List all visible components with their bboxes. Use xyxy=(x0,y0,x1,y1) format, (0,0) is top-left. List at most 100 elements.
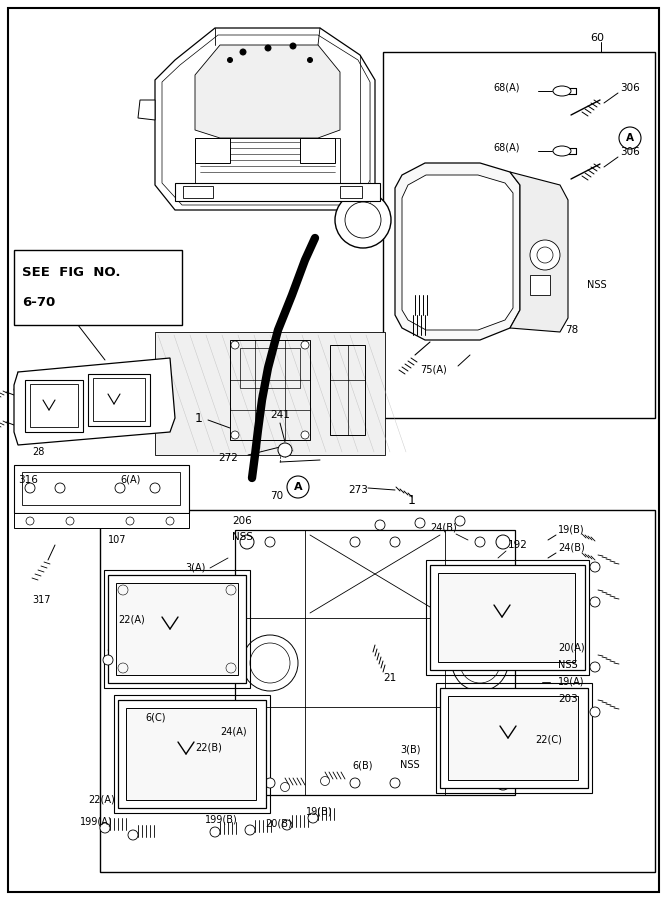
Circle shape xyxy=(242,635,298,691)
Polygon shape xyxy=(108,575,246,683)
Circle shape xyxy=(496,535,510,549)
Circle shape xyxy=(245,825,255,835)
Circle shape xyxy=(590,597,600,607)
Circle shape xyxy=(287,476,309,498)
Polygon shape xyxy=(14,358,175,445)
Text: 20(B): 20(B) xyxy=(265,818,291,828)
Polygon shape xyxy=(438,573,575,662)
Circle shape xyxy=(375,520,385,530)
Circle shape xyxy=(227,58,233,62)
Text: 317: 317 xyxy=(32,595,51,605)
Text: 78: 78 xyxy=(565,325,578,335)
Text: 192: 192 xyxy=(508,540,528,550)
Bar xyxy=(340,186,362,198)
Text: NSS: NSS xyxy=(400,760,420,770)
Circle shape xyxy=(128,830,138,840)
Circle shape xyxy=(250,643,290,683)
Circle shape xyxy=(460,643,500,683)
Circle shape xyxy=(55,483,65,493)
Circle shape xyxy=(100,823,110,833)
Circle shape xyxy=(537,247,553,263)
Polygon shape xyxy=(155,28,375,210)
Circle shape xyxy=(265,778,275,788)
Text: 22(C): 22(C) xyxy=(535,735,562,745)
Circle shape xyxy=(240,49,246,55)
Circle shape xyxy=(321,777,329,786)
Circle shape xyxy=(530,240,560,270)
Circle shape xyxy=(281,782,289,791)
Circle shape xyxy=(452,635,508,691)
Text: 272: 272 xyxy=(218,453,238,463)
Circle shape xyxy=(150,483,160,493)
Text: 19(B): 19(B) xyxy=(306,807,333,817)
Text: 6-70: 6-70 xyxy=(22,295,55,309)
Circle shape xyxy=(226,585,236,595)
Circle shape xyxy=(475,537,485,547)
Polygon shape xyxy=(448,696,578,780)
Text: 24(B): 24(B) xyxy=(558,543,585,553)
Text: 1: 1 xyxy=(195,411,203,425)
Polygon shape xyxy=(510,172,568,332)
Circle shape xyxy=(265,537,275,547)
Bar xyxy=(14,250,182,325)
Circle shape xyxy=(345,202,381,238)
Bar xyxy=(195,138,230,163)
Circle shape xyxy=(265,45,271,51)
Circle shape xyxy=(166,517,174,525)
Circle shape xyxy=(390,537,400,547)
Text: 70: 70 xyxy=(270,491,283,501)
Circle shape xyxy=(390,778,400,788)
Bar xyxy=(93,378,145,421)
Circle shape xyxy=(210,827,220,837)
Text: 199(B): 199(B) xyxy=(205,815,237,825)
Text: 19(A): 19(A) xyxy=(558,677,584,687)
Polygon shape xyxy=(440,688,588,788)
Text: SEE  FIG  NO.: SEE FIG NO. xyxy=(22,266,121,278)
Circle shape xyxy=(590,562,600,572)
Circle shape xyxy=(455,516,465,526)
Text: 1: 1 xyxy=(408,493,416,507)
Polygon shape xyxy=(155,332,385,455)
Polygon shape xyxy=(402,175,513,330)
Text: 28: 28 xyxy=(32,447,45,457)
Bar xyxy=(175,183,380,201)
Bar xyxy=(104,570,250,688)
Text: 6(B): 6(B) xyxy=(352,760,372,770)
Circle shape xyxy=(235,785,245,794)
Text: 306: 306 xyxy=(620,147,640,157)
Text: 20(A): 20(A) xyxy=(558,643,584,653)
Bar xyxy=(530,275,550,295)
Circle shape xyxy=(26,517,34,525)
Bar xyxy=(235,530,515,795)
Circle shape xyxy=(278,443,292,457)
Circle shape xyxy=(126,517,134,525)
Text: NSS: NSS xyxy=(558,660,578,670)
Text: 19(B): 19(B) xyxy=(558,525,584,535)
Bar xyxy=(230,340,310,440)
Circle shape xyxy=(118,585,128,595)
Text: 24(B): 24(B) xyxy=(430,523,457,533)
Bar xyxy=(14,465,189,513)
Bar xyxy=(30,384,78,427)
Text: 75(A): 75(A) xyxy=(420,365,447,375)
Text: A: A xyxy=(626,133,634,143)
Circle shape xyxy=(301,341,309,349)
Text: 107: 107 xyxy=(108,535,127,545)
Bar xyxy=(300,138,335,163)
Text: 3(B): 3(B) xyxy=(400,745,420,755)
Bar xyxy=(383,52,655,418)
Bar xyxy=(100,510,655,872)
Circle shape xyxy=(590,662,600,672)
Bar xyxy=(426,560,589,675)
Circle shape xyxy=(175,779,185,788)
Circle shape xyxy=(496,776,510,790)
Text: 60: 60 xyxy=(590,33,604,43)
Text: 203: 203 xyxy=(558,694,578,704)
Bar xyxy=(88,374,150,426)
Text: 24(A): 24(A) xyxy=(220,727,247,737)
Text: 22(B): 22(B) xyxy=(195,743,222,753)
Polygon shape xyxy=(116,583,238,675)
Polygon shape xyxy=(126,708,256,800)
Circle shape xyxy=(335,192,391,248)
Polygon shape xyxy=(138,100,155,120)
